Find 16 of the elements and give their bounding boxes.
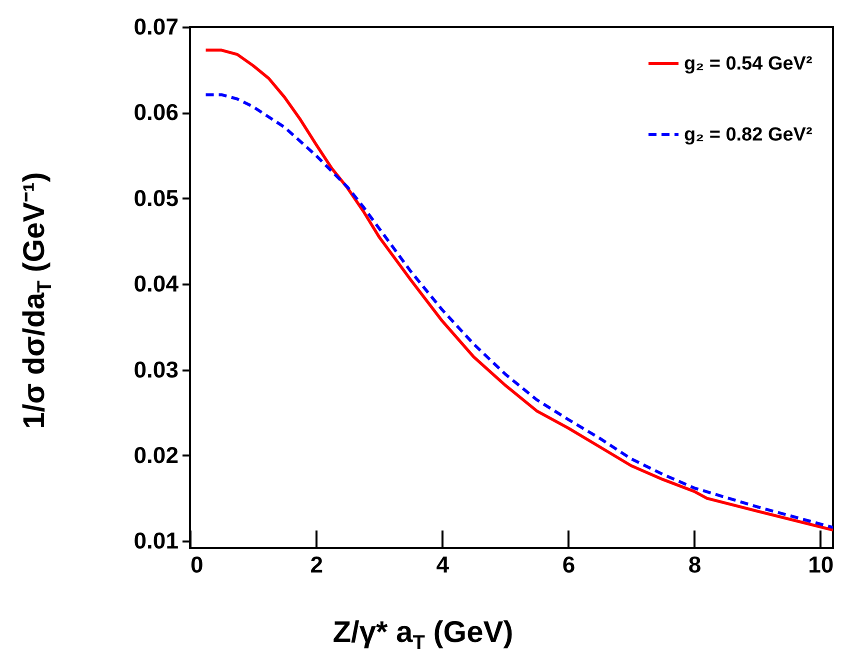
y-tick-label: 0.07 (134, 14, 178, 40)
y-tick-label: 0.05 (134, 184, 179, 211)
x-tick-label: 2 (310, 552, 323, 578)
y-tick-label: 0.06 (134, 99, 178, 126)
y-tick-label: 0.01 (134, 528, 179, 554)
y-tick-label: 0.03 (134, 356, 178, 382)
x-tick-label: 4 (436, 552, 450, 578)
legend-label: g₂ = 0.54 GeV² (684, 54, 812, 74)
x-tick-label: 0 (190, 552, 204, 578)
x-tick-label: 8 (688, 552, 702, 578)
x-tick-label: 6 (562, 552, 576, 578)
x-tick-label: 10 (808, 552, 834, 578)
x-axis-title: Z/γ* a$_{T}$ (GeV) (332, 616, 514, 655)
y-tick-label: 0.04 (134, 270, 179, 297)
legend-label: g₂ = 0.82 GeV² (684, 124, 812, 146)
y-tick-label: 0.02 (134, 442, 178, 468)
